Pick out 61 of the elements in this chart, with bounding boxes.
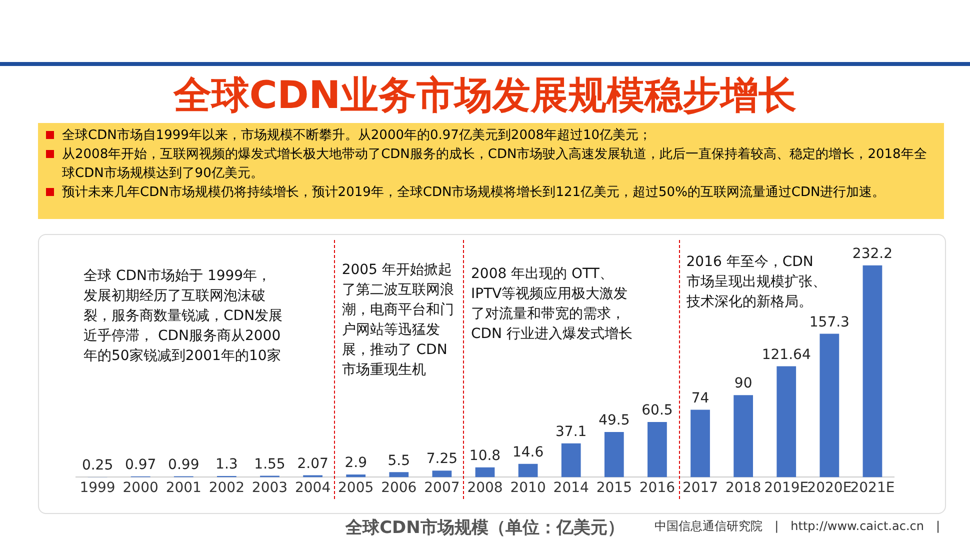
data-label: 157.3 — [809, 314, 850, 330]
bar — [561, 443, 581, 478]
data-label: 37.1 — [556, 424, 587, 440]
data-label: 232.2 — [852, 246, 893, 262]
data-label: 60.5 — [642, 402, 673, 419]
x-tick-label: 2006 — [381, 480, 417, 496]
data-label: 1.55 — [254, 456, 286, 472]
x-tick-label: 1999 — [80, 480, 116, 496]
bar — [776, 366, 796, 478]
data-label: 90 — [734, 376, 752, 392]
x-tick-label: 2018 — [725, 480, 762, 496]
text: 中国信息通信研究院 | http://www.caict.ac.cn | — [654, 518, 940, 535]
x-tick-label: 2019E — [764, 480, 809, 496]
x-tick-label: 2020E — [807, 480, 852, 496]
annotation: 2005 年开始掀起了第二波互联网浪潮，电商平台和门户网站等迅猛发展，推动了 CDN 市场重现生机 — [342, 260, 462, 380]
text: 从2008年开始，互联网视频的爆发式增长极大地带动了CDN服务的成长，CDN市场驶入高速发展轨道，此后一直保持着较高、稳定的增长，2018年全球CDN市场规模达到了90亿美元。 — [61, 146, 928, 183]
x-tick-label: 2021E — [850, 480, 895, 496]
data-label: 121.64 — [762, 346, 811, 363]
data-label: 74 — [691, 390, 710, 406]
data-label: 2.07 — [297, 456, 328, 472]
bar — [734, 395, 754, 478]
bar — [690, 410, 710, 478]
text: 全球CDN市场自1999年以来，市场规模不断攀升。从2000年的0.97亿美元到2008年超过10亿美元； — [61, 127, 653, 145]
x-tick-label: 2000 — [122, 480, 158, 496]
bar — [389, 472, 409, 478]
x-tick-label: 2002 — [208, 480, 245, 496]
bar — [432, 470, 452, 478]
text: 预计未来几年CDN市场规模仍将持续增长，预计2019年，全球CDN市场规模将增长到121亿美元，超过50%的互联网流量通过CDN进行加速。 — [61, 184, 886, 202]
bar — [518, 464, 538, 478]
x-tick-label: 2005 — [338, 480, 374, 496]
annotation: 2008 年出现的 OTT、IPTV等视频应用极大激发了对流量和带宽的需求， CDN 行业进入爆发式增长 — [471, 264, 639, 344]
data-label: 5.5 — [388, 452, 410, 469]
bar — [862, 265, 882, 478]
x-tick-label: 2016 — [639, 480, 676, 496]
annotation: 全球 CDN市场始于 1999年，发展初期经历了互联网泡沫破裂，服务商数量锐减，CDN发展近乎停滞， CDN服务商从2000年的50家锐减到2001年的10家 — [84, 266, 284, 366]
bar — [604, 432, 624, 478]
x-tick-label: 2014 — [553, 480, 590, 496]
x-tick-label: 2015 — [596, 480, 632, 496]
x-tick-label: 2017 — [682, 480, 718, 496]
data-label: 2.9 — [344, 455, 367, 472]
data-label: 10.8 — [469, 448, 501, 464]
x-tick-label: 2004 — [294, 480, 331, 496]
bar — [346, 474, 366, 478]
chart-title: 全球CDN业务市场发展规模稳步增长 — [172, 72, 798, 119]
text: 全球CDN市场规模（单位：亿美元） — [346, 518, 624, 538]
x-tick-label: 2008 — [467, 480, 503, 496]
x-tick-label: 2007 — [424, 480, 460, 496]
data-label: 14.6 — [512, 444, 544, 461]
x-tick-label: 2001 — [166, 480, 202, 496]
x-tick-label: 2003 — [252, 480, 288, 496]
bar — [648, 422, 667, 478]
annotation: 2016 年至今，CDN 市场呈现出规模扩张、技术深化的新格局。 — [686, 252, 826, 312]
x-tick-label: 2010 — [510, 480, 546, 496]
data-label: 7.25 — [426, 451, 458, 468]
bar — [475, 467, 495, 478]
data-label: 0.25 — [82, 458, 114, 474]
bar — [820, 334, 840, 478]
data-label: 0.99 — [168, 456, 200, 473]
data-label: 0.97 — [124, 456, 156, 473]
data-label: 49.5 — [598, 412, 630, 429]
data-label: 1.3 — [216, 456, 238, 473]
